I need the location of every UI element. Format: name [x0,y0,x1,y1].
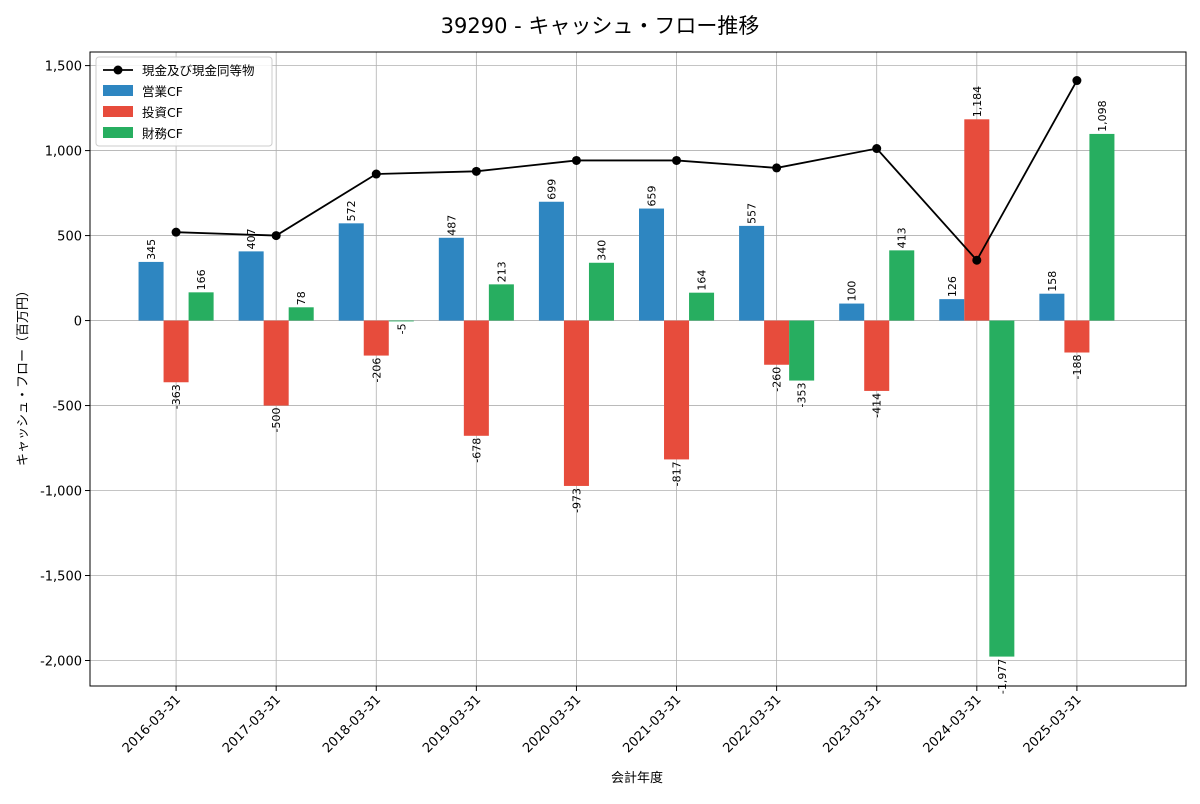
bar-value-label: 659 [646,186,659,207]
bar-value-label: -353 [796,383,809,408]
cash-point [571,155,581,165]
bar-value-label: -363 [170,384,183,409]
chart-title: 39290 - キャッシュ・フロー推移 [441,14,760,38]
legend-swatch-3 [103,127,133,138]
bar-value-label: 487 [445,215,458,236]
bar-1 [338,223,364,321]
y-tick-label: -2,000 [40,655,82,670]
cash-point [772,163,782,173]
bar-value-label: 557 [746,203,759,224]
bar-1 [739,225,765,321]
bar-1 [238,251,264,321]
bar-3 [388,320,414,322]
bar-value-label: -500 [270,408,283,433]
y-tick-label: 1,000 [45,145,82,160]
bar-value-label: -678 [470,438,483,463]
cash-point [471,166,481,176]
bar-value-label: -817 [671,461,684,486]
bar-value-label: 78 [295,291,308,305]
y-tick-label: -1,500 [40,570,82,585]
bar-2 [463,320,489,436]
bar-value-label: -414 [871,393,884,418]
bar-value-label: -206 [370,358,383,383]
bar-value-label: -973 [570,488,583,513]
bar-value-label: 572 [345,200,358,221]
x-axis-label: 会計年度 [611,770,663,786]
bar-1 [438,237,464,321]
legend-swatch-1 [103,85,133,96]
bar-value-label: 1,184 [971,86,984,118]
plot-frame [89,51,1187,687]
bar-3 [288,307,314,321]
bar-2 [664,320,690,460]
cash-point [672,155,682,165]
y-tick-label: 0 [74,315,82,330]
bar-1 [939,299,965,321]
legend-label-3: 財務CF [142,126,183,141]
bar-2 [864,320,890,391]
bar-value-label: 100 [846,281,859,302]
bar-2 [1064,320,1090,353]
legend-label-cash: 現金及び現金同等物 [142,63,255,78]
bar-2 [964,119,990,321]
cash-point [1072,76,1082,86]
bar-2 [163,320,189,383]
cash-point [171,227,181,237]
bar-3 [889,250,915,321]
legend-swatch-2 [103,106,133,117]
legend-label-2: 投資CF [142,105,183,120]
bar-value-label: -260 [771,367,784,392]
bar-1 [1039,293,1065,321]
bar-2 [563,320,589,486]
bar-value-label: -188 [1071,355,1084,380]
bar-3 [188,292,214,321]
y-tick-label: 500 [57,230,82,245]
bar-value-label: -5 [395,323,408,334]
y-axis-label: キャッシュ・フロー（百万円） [16,284,31,466]
bar-3 [789,320,815,381]
bar-3 [488,284,514,321]
bar-value-label: 345 [145,239,158,260]
bar-value-label: 407 [245,228,258,249]
bar-value-label: 340 [595,240,608,261]
bar-value-label: 126 [946,276,959,297]
bar-value-label: 158 [1046,271,1059,292]
y-tick-label: -1,000 [40,485,82,500]
cash-point [972,255,982,265]
bar-1 [538,201,564,321]
bar-2 [263,320,289,406]
cash-line [176,80,1078,262]
bar-3 [588,262,614,321]
bar-2 [764,320,790,365]
bar-value-label: -1,977 [996,659,1009,694]
bar-3 [689,292,715,321]
y-tick-label: -500 [52,400,82,415]
bar-value-label: 413 [896,227,909,248]
legend-box [95,56,273,147]
bar-3 [989,320,1015,657]
y-tick-label: 1,500 [45,60,82,75]
bar-value-label: 699 [545,179,558,200]
bar-value-label: 1,098 [1096,100,1109,132]
bar-1 [839,303,865,321]
bar-3 [1089,133,1115,321]
legend-line-marker [113,65,123,75]
bar-2 [363,320,389,356]
bar-value-label: 213 [495,261,508,282]
bar-value-label: 164 [696,270,709,291]
bar-1 [639,208,665,321]
bar-1 [138,261,164,321]
cash-point [371,169,381,179]
legend-label-1: 営業CF [142,84,183,99]
cash-point [271,231,281,241]
bar-value-label: 166 [195,269,208,290]
cash-point [872,144,882,154]
